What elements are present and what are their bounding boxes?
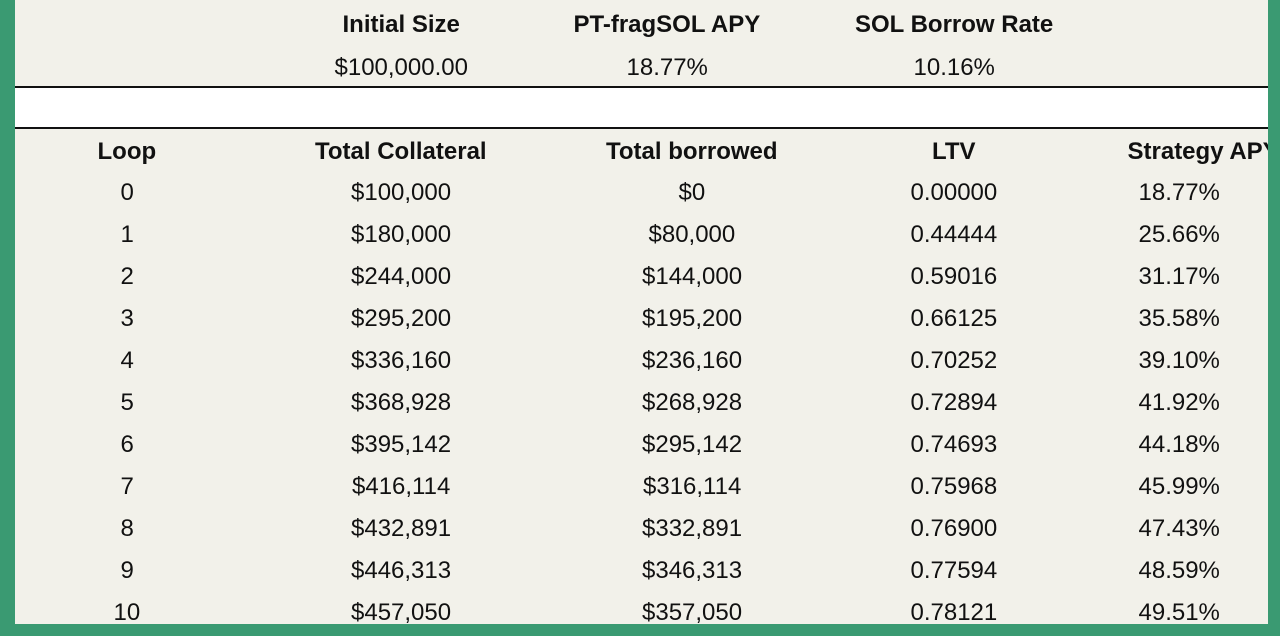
- table-cell[interactable]: $416,114: [352, 473, 451, 500]
- table-cell[interactable]: 0.59016: [910, 263, 998, 290]
- table-cell[interactable]: $144,000: [642, 263, 743, 290]
- table-cell[interactable]: 35.58%: [1138, 305, 1220, 332]
- divider-bottom: [15, 127, 1268, 129]
- table-cell[interactable]: 0.76900: [910, 515, 998, 542]
- table-cell[interactable]: 48.59%: [1138, 557, 1220, 584]
- table-cell[interactable]: 9: [120, 557, 134, 584]
- spreadsheet: Initial Size PT-fragSOL APY SOL Borrow Rat…: [15, 0, 1268, 624]
- table-cell[interactable]: $395,142: [351, 431, 452, 458]
- table-cell[interactable]: 44.18%: [1138, 431, 1220, 458]
- table-cell[interactable]: 4: [120, 347, 134, 374]
- table-cell[interactable]: $295,142: [642, 431, 743, 458]
- table-cell[interactable]: 0.72894: [910, 389, 998, 416]
- table-cell[interactable]: 10: [113, 599, 141, 624]
- summary-value[interactable]: 18.77%: [626, 54, 708, 81]
- table-cell[interactable]: $180,000: [351, 221, 452, 248]
- column-header[interactable]: Loop: [97, 138, 157, 165]
- table-cell[interactable]: 18.77%: [1138, 179, 1220, 206]
- summary-value[interactable]: 10.16%: [913, 54, 995, 81]
- table-cell[interactable]: 31.17%: [1138, 263, 1220, 290]
- table-cell[interactable]: 0.44444: [910, 221, 998, 248]
- table-cell[interactable]: $332,891: [642, 515, 743, 542]
- table-cell[interactable]: 6: [120, 431, 134, 458]
- blank-row: [15, 88, 1268, 128]
- table-cell[interactable]: $80,000: [648, 221, 736, 248]
- table-cell[interactable]: $0: [678, 179, 706, 206]
- table-cell[interactable]: $268,928: [642, 389, 743, 416]
- table-cell[interactable]: $346,313: [642, 557, 743, 584]
- table-cell[interactable]: $336,160: [351, 347, 452, 374]
- table-cell[interactable]: 3: [120, 305, 134, 332]
- table-cell[interactable]: 2: [120, 263, 134, 290]
- table-cell[interactable]: $457,050: [351, 599, 452, 624]
- summary-header[interactable]: Initial Size: [342, 11, 460, 38]
- table-cell[interactable]: $432,891: [351, 515, 452, 542]
- table-cell[interactable]: 0.77594: [910, 557, 998, 584]
- table-cell[interactable]: $316,114: [643, 473, 742, 500]
- column-header[interactable]: Strategy APY: [1127, 138, 1269, 165]
- table-cell[interactable]: 45.99%: [1138, 473, 1220, 500]
- table-cell[interactable]: $236,160: [642, 347, 743, 374]
- table-cell[interactable]: 25.66%: [1138, 221, 1220, 248]
- table-cell[interactable]: 39.10%: [1138, 347, 1220, 374]
- table-cell[interactable]: $295,200: [351, 305, 452, 332]
- table-cell[interactable]: $244,000: [351, 263, 452, 290]
- table-cell[interactable]: 5: [120, 389, 134, 416]
- table-cell[interactable]: $195,200: [642, 305, 743, 332]
- summary-header[interactable]: SOL Borrow Rate: [855, 11, 1054, 38]
- table-cell[interactable]: 0.70252: [910, 347, 998, 374]
- table-cell[interactable]: 0: [120, 179, 134, 206]
- table-cell[interactable]: 47.43%: [1138, 515, 1220, 542]
- table-cell[interactable]: $368,928: [351, 389, 452, 416]
- table-cell[interactable]: $357,050: [642, 599, 743, 624]
- table-cell[interactable]: 0.00000: [910, 179, 998, 206]
- column-header[interactable]: Total Collateral: [315, 138, 487, 165]
- table-cell[interactable]: $100,000: [351, 179, 452, 206]
- table-cell[interactable]: 1: [120, 221, 134, 248]
- divider-top: [15, 86, 1268, 88]
- table-cell[interactable]: $446,313: [351, 557, 452, 584]
- column-header[interactable]: LTV: [932, 138, 976, 165]
- table-cell[interactable]: 7: [120, 473, 134, 500]
- table-cell[interactable]: 49.51%: [1138, 599, 1220, 624]
- table-cell[interactable]: 0.78121: [910, 599, 998, 624]
- summary-value[interactable]: $100,000.00: [334, 54, 468, 81]
- table-cell[interactable]: 41.92%: [1138, 389, 1220, 416]
- summary-header[interactable]: PT-fragSOL APY: [573, 11, 761, 38]
- table-cell[interactable]: 0.75968: [910, 473, 998, 500]
- table-cell[interactable]: 8: [120, 515, 134, 542]
- table-cell[interactable]: 0.66125: [910, 305, 998, 332]
- column-header[interactable]: Total borrowed: [606, 138, 778, 165]
- table-cell[interactable]: 0.74693: [910, 431, 998, 458]
